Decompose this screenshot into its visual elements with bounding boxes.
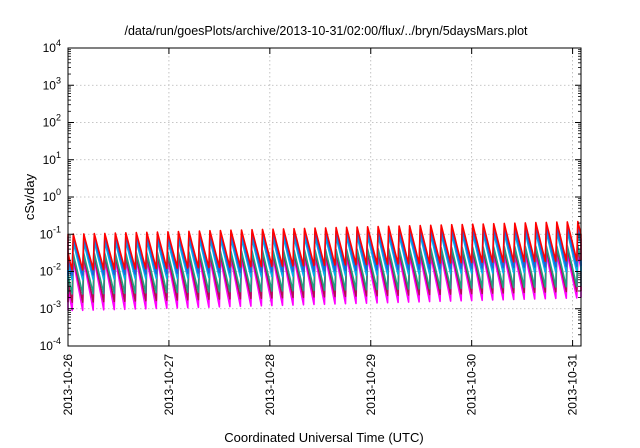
x-tick-label: 2013-10-31	[566, 354, 580, 416]
x-tick-label: 2013-10-28	[263, 354, 277, 416]
grid	[68, 48, 581, 346]
series-line	[67, 225, 582, 276]
y-tick-label: 102	[43, 113, 61, 130]
series-line	[67, 244, 582, 295]
series-line	[67, 220, 582, 271]
y-tick-label: 10-4	[40, 336, 61, 353]
y-tick-label: 10-3	[40, 299, 61, 316]
series-line	[67, 248, 582, 303]
y-axis-ticks: 104 103 102 101 100 10-1 10-2 10-3 10-4	[40, 38, 581, 353]
y-tick-label: 100	[43, 187, 61, 204]
y-axis-label: cSv/day	[22, 173, 37, 220]
y-tick-label: 10-2	[40, 262, 61, 279]
y-tick-label: 103	[43, 75, 61, 92]
x-tick-label: 2013-10-30	[465, 354, 479, 416]
y-tick-label: 10-1	[40, 224, 61, 241]
x-tick-label: 2013-10-26	[61, 354, 75, 416]
y-tick-label: 101	[43, 150, 61, 167]
chart-title: /data/run/goesPlots/archive/2013-10-31/0…	[124, 24, 528, 38]
x-axis-label: Coordinated Universal Time (UTC)	[224, 430, 423, 445]
y-tick-label: 104	[43, 38, 61, 55]
series-line	[67, 253, 582, 312]
series-line	[67, 230, 582, 281]
x-tick-label: 2013-10-29	[364, 354, 378, 416]
x-axis-ticks: 2013-10-26 2013-10-27 2013-10-28 2013-10-29…	[61, 48, 580, 415]
series-layer	[67, 220, 582, 312]
x-tick-label: 2013-10-27	[162, 354, 176, 416]
